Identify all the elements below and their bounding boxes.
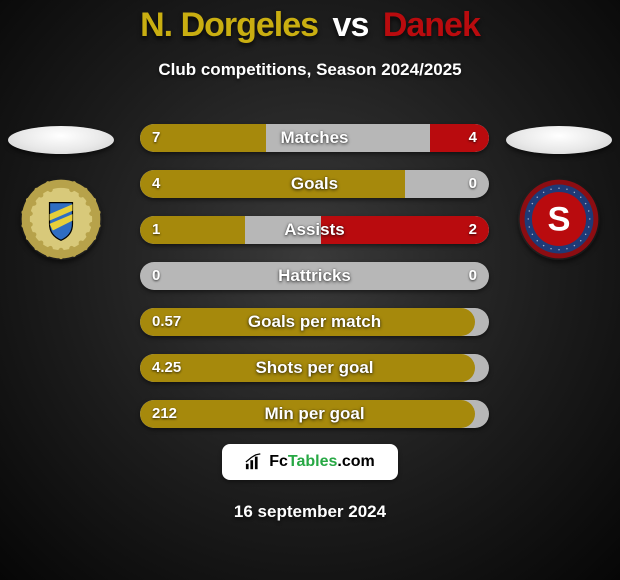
comparison-card: N. Dorgeles vs Danek Club competitions, … bbox=[0, 0, 620, 580]
watermark-part2: Tables bbox=[288, 453, 338, 470]
watermark: FcTables.com bbox=[222, 444, 398, 480]
bar-fill-right bbox=[321, 216, 489, 244]
comparison-bars: 74Matches40Goals12Assists00Hattricks0.57… bbox=[140, 124, 489, 446]
date: 16 september 2024 bbox=[0, 502, 620, 522]
platform-ellipse-right bbox=[506, 126, 612, 154]
bar-fill-left bbox=[140, 354, 475, 382]
subtitle: Club competitions, Season 2024/2025 bbox=[0, 60, 620, 80]
watermark-part3: .com bbox=[337, 453, 374, 470]
bar-fill-left bbox=[140, 308, 475, 336]
watermark-part1: Fc bbox=[269, 453, 288, 470]
bar-value-left: 0 bbox=[152, 262, 160, 290]
bar-fill-left bbox=[140, 124, 266, 152]
bar-row: 4.25Shots per goal bbox=[140, 354, 489, 382]
club-badge-left bbox=[20, 178, 102, 260]
bar-label: Hattricks bbox=[140, 262, 489, 290]
bar-value-right: 0 bbox=[469, 262, 477, 290]
platform-ellipse-left bbox=[8, 126, 114, 154]
bar-value-right: 0 bbox=[469, 170, 477, 198]
svg-text:S: S bbox=[548, 200, 571, 238]
bar-fill-left bbox=[140, 170, 405, 198]
bar-row: 12Assists bbox=[140, 216, 489, 244]
watermark-text: FcTables.com bbox=[269, 453, 375, 471]
bar-fill-left bbox=[140, 400, 475, 428]
bar-row: 74Matches bbox=[140, 124, 489, 152]
bar-fill-right bbox=[430, 124, 489, 152]
bar-chart-icon bbox=[245, 453, 263, 471]
title: N. Dorgeles vs Danek bbox=[0, 6, 620, 45]
bar-fill-left bbox=[140, 216, 245, 244]
bar-row: 0 0Hattricks bbox=[140, 262, 489, 290]
title-vs: vs bbox=[333, 6, 369, 44]
bar-row: 0.57Goals per match bbox=[140, 308, 489, 336]
bar-row: 212Min per goal bbox=[140, 400, 489, 428]
bar-row: 40Goals bbox=[140, 170, 489, 198]
club-badge-right: S bbox=[518, 178, 600, 260]
title-player2: Danek bbox=[383, 6, 480, 44]
title-player1: N. Dorgeles bbox=[140, 6, 318, 44]
